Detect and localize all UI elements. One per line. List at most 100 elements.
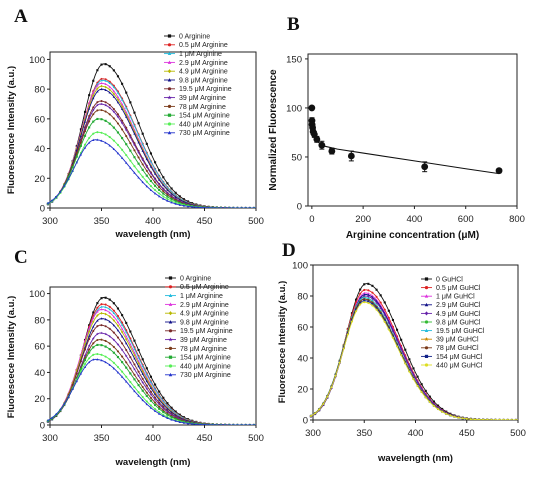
legend-label: 2.9 μM Arginine bbox=[179, 60, 228, 67]
data-point bbox=[174, 202, 177, 205]
data-point bbox=[158, 390, 161, 393]
data-point bbox=[100, 131, 103, 134]
data-point bbox=[100, 297, 103, 300]
data-point bbox=[449, 414, 452, 417]
data-point bbox=[125, 135, 128, 138]
data-point bbox=[396, 328, 399, 331]
data-point bbox=[108, 103, 111, 106]
data-point bbox=[120, 107, 124, 111]
data-point bbox=[133, 143, 136, 147]
data-point bbox=[510, 418, 513, 420]
data-point bbox=[371, 291, 374, 294]
data-point bbox=[50, 416, 54, 419]
data-point bbox=[112, 92, 116, 96]
data-point bbox=[112, 319, 116, 322]
data-point bbox=[224, 423, 226, 425]
data-point bbox=[162, 192, 165, 195]
legend-marker bbox=[424, 302, 429, 307]
data-point bbox=[391, 335, 394, 338]
data-point bbox=[149, 386, 153, 389]
data-point bbox=[137, 394, 140, 397]
data-point bbox=[116, 98, 120, 102]
data-point bbox=[129, 166, 132, 169]
data-point bbox=[104, 110, 107, 113]
data-point bbox=[116, 152, 120, 155]
data-point bbox=[174, 195, 177, 198]
legend-marker bbox=[424, 328, 429, 333]
data-point bbox=[170, 199, 173, 203]
data-point bbox=[95, 103, 99, 107]
data-point bbox=[100, 331, 103, 335]
data-point bbox=[63, 184, 66, 187]
legend-marker bbox=[424, 363, 429, 367]
data-point bbox=[104, 119, 107, 122]
data-point bbox=[116, 143, 120, 146]
data-point bbox=[116, 122, 120, 125]
data-point bbox=[245, 206, 247, 208]
data-point bbox=[96, 343, 99, 346]
data-point bbox=[145, 377, 148, 381]
data-point bbox=[87, 334, 91, 338]
data-point bbox=[108, 315, 111, 318]
data-point bbox=[195, 205, 198, 208]
data-point bbox=[137, 374, 140, 378]
data-point bbox=[63, 402, 66, 405]
data-point bbox=[88, 126, 91, 129]
x-tick-label: 800 bbox=[509, 214, 525, 225]
panel-letter-b: B bbox=[287, 14, 300, 35]
data-point bbox=[190, 422, 194, 425]
data-point bbox=[83, 354, 87, 357]
data-point bbox=[128, 135, 132, 139]
data-point bbox=[137, 162, 140, 165]
data-point bbox=[108, 122, 111, 125]
data-point bbox=[87, 330, 91, 334]
data-point bbox=[158, 394, 161, 397]
data-point bbox=[71, 166, 74, 169]
data-point bbox=[79, 364, 83, 368]
data-point bbox=[120, 335, 124, 338]
legend-marker bbox=[167, 78, 172, 82]
data-point bbox=[96, 310, 99, 313]
data-point bbox=[92, 353, 95, 356]
data-point bbox=[108, 363, 111, 366]
legend-label: 39 μM Arginine bbox=[179, 95, 226, 102]
data-point bbox=[116, 113, 120, 116]
data-point bbox=[375, 295, 378, 298]
data-point bbox=[116, 365, 120, 369]
data-point bbox=[104, 318, 107, 321]
data-point bbox=[249, 423, 251, 425]
data-point bbox=[112, 89, 116, 93]
series-9 bbox=[309, 299, 518, 420]
data-point bbox=[96, 353, 99, 356]
y-axis-label: Fluorescece Intensity (a.u.) bbox=[6, 296, 17, 418]
data-point bbox=[92, 316, 95, 320]
legend-item: 39 μM GuHCl bbox=[421, 337, 479, 344]
data-point bbox=[359, 301, 362, 305]
legend-marker bbox=[168, 329, 173, 333]
data-point bbox=[342, 347, 345, 350]
plot-frame bbox=[312, 264, 519, 421]
data-point bbox=[67, 177, 70, 180]
data-point bbox=[137, 384, 140, 387]
data-point bbox=[116, 356, 120, 359]
data-point bbox=[121, 370, 124, 373]
data-point bbox=[350, 320, 354, 323]
data-point bbox=[92, 138, 95, 141]
legend-item: 2.9 μM Arginine bbox=[164, 60, 228, 67]
legend-label: 19.5 μM GuHCl bbox=[436, 328, 485, 335]
data-point bbox=[125, 375, 128, 378]
data-point bbox=[87, 344, 91, 348]
data-point bbox=[145, 174, 148, 177]
legend-label: 39 μM GuHCl bbox=[436, 337, 479, 344]
data-point bbox=[170, 198, 173, 201]
data-point bbox=[157, 183, 161, 186]
series-11 bbox=[46, 358, 256, 425]
legend-item: 0 GuHCl bbox=[421, 276, 463, 283]
legend-label: 440 μM Arginine bbox=[179, 121, 230, 128]
data-point bbox=[79, 153, 83, 156]
x-tick-label: 300 bbox=[42, 433, 58, 444]
x-axis-label: wavelength (nm) bbox=[115, 457, 191, 468]
data-point bbox=[154, 403, 157, 407]
data-point bbox=[141, 180, 144, 184]
